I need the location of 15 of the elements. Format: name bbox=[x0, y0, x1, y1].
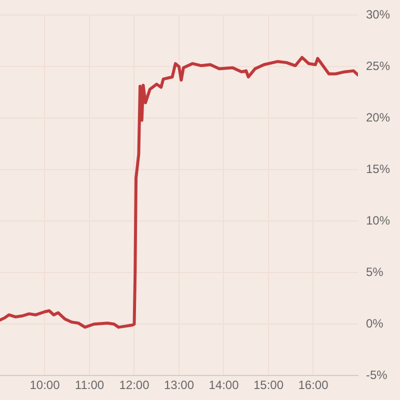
x-tick-label: 11:00 bbox=[74, 378, 104, 392]
y-tick-label: 25% bbox=[366, 59, 390, 73]
y-tick-label: 15% bbox=[366, 162, 390, 176]
y-tick-label: 0% bbox=[366, 316, 384, 330]
x-tick-label: 13:00 bbox=[164, 378, 194, 392]
x-tick-label: 14:00 bbox=[208, 378, 240, 392]
y-tick-label: -5% bbox=[366, 368, 388, 382]
x-tick-label: 12:00 bbox=[119, 378, 150, 392]
y-tick-label: 10% bbox=[366, 213, 390, 228]
x-tick-label: 16:00 bbox=[298, 378, 329, 392]
y-tick-label: 20% bbox=[366, 110, 390, 124]
y-tick-label: 5% bbox=[366, 264, 384, 279]
x-tick-label: 15:00 bbox=[253, 378, 284, 392]
x-tick-label: 10:00 bbox=[30, 378, 60, 392]
y-tick-label: 30% bbox=[366, 8, 390, 22]
